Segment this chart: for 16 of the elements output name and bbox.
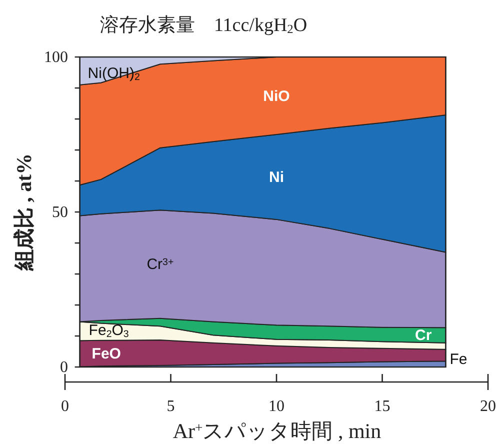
series-label: FeO	[92, 346, 122, 363]
series-label: Ni	[269, 168, 284, 186]
series-label: Fe	[450, 351, 468, 368]
x-tick-label: 10	[268, 398, 284, 415]
y-axis-title: 組成比 , at%	[12, 153, 36, 272]
y-tick-label: 100	[44, 49, 68, 66]
y-tick-label: 0	[60, 359, 68, 376]
chart-title: 溶存水素量 11cc/kgH$_{2}$O	[100, 14, 308, 36]
x-tick-label: 5	[166, 398, 175, 415]
series-label: Ni(OH)$_{2}$	[88, 64, 140, 83]
series-label: Cr	[415, 327, 432, 344]
x-tick-label: 15	[374, 398, 390, 415]
x-tick-label: 20	[480, 398, 496, 415]
series-label: NiO	[263, 88, 290, 105]
x-axis-title: Ar$^{+}$スパッタ時間 , min	[172, 419, 382, 443]
y-tick-label: 50	[52, 204, 68, 221]
